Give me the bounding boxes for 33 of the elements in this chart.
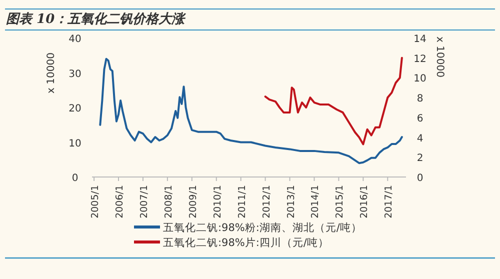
line-series bbox=[264, 56, 403, 146]
x-tick-label: 2006/1 bbox=[114, 185, 126, 218]
y-tick-label: 40 bbox=[68, 34, 82, 45]
y2-tick-label: 2 bbox=[416, 153, 424, 164]
x-tick-label: 2005/1 bbox=[90, 185, 102, 218]
y2-tick-label: 0 bbox=[416, 173, 424, 184]
line-series bbox=[99, 58, 403, 164]
x-tick-label: 2011/1 bbox=[236, 185, 248, 218]
y2-tick-label: 4 bbox=[416, 133, 424, 144]
x-tick-label: 2013/1 bbox=[286, 185, 297, 218]
y-tick-label: 30 bbox=[68, 68, 82, 80]
y-axis-title: x 10000 bbox=[46, 52, 57, 94]
x-tick-label: 2017/1 bbox=[384, 185, 395, 218]
legend-label: 五氧化二钒:98%片:四川（元/吨） bbox=[163, 236, 329, 249]
y-tick-label: 10 bbox=[68, 138, 82, 150]
x-tick-label: 2008/1 bbox=[163, 185, 174, 218]
y2-tick-label: 6 bbox=[416, 113, 424, 124]
y2-axis-title: x 10000 bbox=[434, 36, 445, 78]
x-tick-label: 2012/1 bbox=[261, 185, 272, 218]
y-tick-label: 0 bbox=[72, 173, 78, 184]
y2-tick-label: 14 bbox=[414, 34, 426, 45]
x-tick-label: 2007/1 bbox=[138, 185, 150, 218]
y2-tick-label: 12 bbox=[414, 54, 426, 65]
y-tick-label: 20 bbox=[68, 104, 82, 114]
x-tick-label: 2010/1 bbox=[212, 185, 224, 218]
y2-tick-label: 8 bbox=[416, 94, 424, 105]
x-tick-label: 2009/1 bbox=[188, 185, 199, 218]
x-tick-label: 2015/1 bbox=[334, 185, 346, 218]
legend-label: 五氧化二钒:98%粉:湖南、湖北（元/吨） bbox=[163, 221, 362, 234]
x-tick-label: 2014/1 bbox=[310, 185, 322, 218]
x-tick-label: 2016/1 bbox=[359, 185, 370, 218]
chart-title: 图表 10：五氧化二钒价格大涨 bbox=[6, 12, 187, 27]
y2-tick-label: 10 bbox=[414, 74, 426, 85]
